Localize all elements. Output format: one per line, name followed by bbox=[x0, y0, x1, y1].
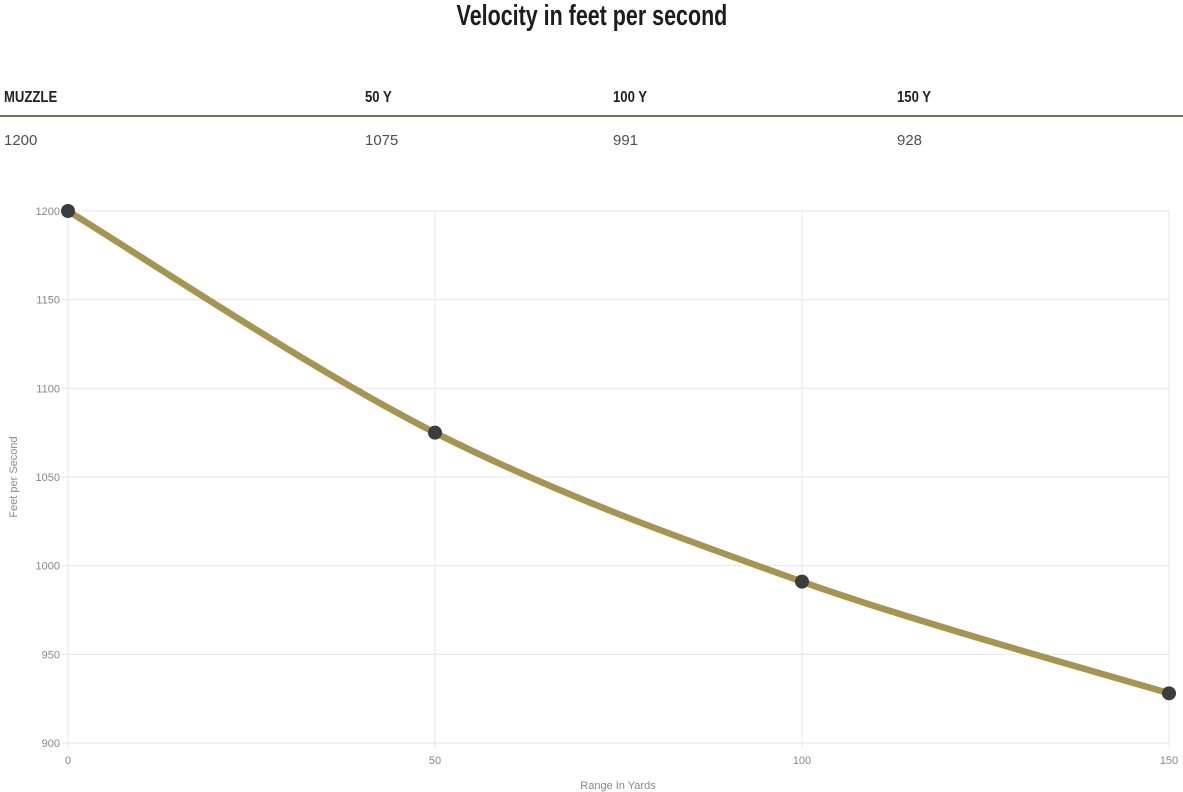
table-value-row: 1200 1075 991 928 bbox=[0, 117, 1183, 149]
y-tick-label: 900 bbox=[42, 738, 60, 750]
table-header-label: MUZZLE bbox=[4, 88, 58, 106]
chart-tick-labels: 900 950 1000 1050 1100 1150 1200 0 50 100 150 bbox=[36, 206, 1179, 767]
table-header-row: MUZZLE 50 Y 100 Y 150 Y bbox=[0, 80, 1183, 117]
x-tick-label: 100 bbox=[793, 755, 811, 767]
table-value-muzzle: 1200 bbox=[4, 132, 38, 149]
table-header-150y: 150 Y bbox=[897, 89, 1183, 107]
table-value-50y: 1075 bbox=[365, 132, 399, 149]
data-point[interactable] bbox=[795, 574, 809, 589]
page-title: Velocity in feet per second bbox=[0, 0, 1183, 36]
velocity-line bbox=[64, 207, 1173, 697]
table-value-150y: 928 bbox=[897, 132, 923, 149]
table-header-50y: 50 Y bbox=[365, 89, 613, 107]
table-header-label: 50 Y bbox=[365, 88, 392, 106]
x-tick-label: 0 bbox=[65, 755, 71, 767]
y-tick-label: 1200 bbox=[36, 206, 60, 218]
y-axis-title: Feet per Second bbox=[8, 436, 20, 517]
x-axis-title: Range In Yards bbox=[580, 780, 656, 792]
table-header-muzzle: MUZZLE bbox=[4, 89, 365, 107]
page-title-text: Velocity in feet per second bbox=[456, 0, 727, 32]
velocity-line-chart: 900 950 1000 1050 1100 1150 1200 0 50 100 150 Feet… bbox=[8, 204, 1179, 792]
chart-gridlines bbox=[62, 210, 1170, 748]
x-tick-label: 150 bbox=[1160, 755, 1178, 767]
table-header-100y: 100 Y bbox=[613, 89, 897, 107]
table-header-label: 150 Y bbox=[897, 88, 932, 106]
y-tick-label: 1150 bbox=[36, 295, 60, 307]
data-point[interactable] bbox=[428, 425, 442, 440]
data-point[interactable] bbox=[61, 204, 75, 218]
y-tick-label: 1100 bbox=[36, 383, 60, 395]
x-tick-label: 50 bbox=[429, 755, 441, 767]
table-value-100y: 991 bbox=[613, 132, 639, 149]
table-header-label: 100 Y bbox=[613, 88, 648, 106]
y-tick-label: 1000 bbox=[36, 561, 60, 573]
y-tick-label: 950 bbox=[42, 649, 60, 661]
data-point[interactable] bbox=[1162, 686, 1176, 701]
ballistics-table: MUZZLE 50 Y 100 Y 150 Y 1200 1075 991 92… bbox=[0, 80, 1183, 149]
y-tick-label: 1050 bbox=[36, 472, 60, 484]
chart-area: 900 950 1000 1050 1100 1150 1200 0 50 100 150 Feet… bbox=[0, 190, 1183, 792]
chart-points bbox=[61, 204, 1176, 701]
